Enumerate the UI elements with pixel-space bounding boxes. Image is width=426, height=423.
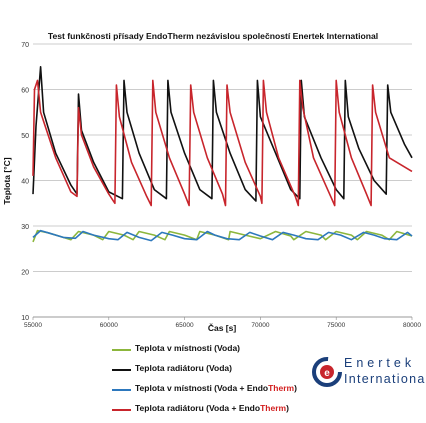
legend-label: Teplota radiátoru (Voda + EndoTherm) [135, 403, 289, 413]
x-tick-label: 75000 [327, 322, 345, 329]
gridlines [33, 43, 412, 318]
legend-item: Teplota v místnosti (Voda) [112, 343, 312, 359]
series-room-water [32, 229, 413, 243]
legend-swatch [112, 349, 131, 351]
y-tick-label: 70 [21, 42, 29, 49]
y-tick-label: 20 [21, 270, 29, 277]
y-tick-label: 30 [21, 224, 29, 231]
legend-swatch [112, 389, 131, 391]
chart-title: Test funkčnosti přísady EndoTherm nezávi… [48, 31, 378, 41]
y-tick-labels: 10 20 30 40 50 60 70 [21, 42, 29, 322]
logo-line-2: International [344, 372, 426, 386]
legend-item: Teplota radiátoru (Voda + EndoTherm) [112, 403, 312, 419]
enertek-logo-mark: e [312, 357, 342, 387]
enertek-logo: e Enertek International [312, 352, 426, 394]
y-tick-label: 10 [21, 315, 29, 322]
y-tick-label: 50 [21, 133, 29, 140]
legend-label: Teplota radiátoru (Voda) [135, 363, 232, 373]
legend-item: Teplota v místnosti (Voda + EndoTherm) [112, 383, 312, 399]
x-axis-label: Čas [s] [208, 322, 237, 333]
x-tick-label: 55000 [24, 322, 42, 329]
legend-swatch [112, 369, 131, 371]
x-tick-label: 60000 [100, 322, 118, 329]
legend: Teplota v místnosti (Voda) Teplota radiá… [112, 343, 312, 423]
x-tick-label: 80000 [403, 322, 421, 329]
series-room-endotherm [32, 229, 413, 242]
legend-swatch [112, 409, 131, 411]
y-tick-label: 40 [21, 179, 29, 186]
x-tick-label: 70000 [251, 322, 269, 329]
series-lines [32, 66, 413, 243]
y-tick-label: 60 [21, 88, 29, 95]
series-radiator-endotherm [32, 79, 413, 207]
series-radiator-water [32, 66, 413, 202]
x-tick-labels: 55000 60000 65000 70000 75000 80000 [24, 317, 421, 329]
legend-label: Teplota v místnosti (Voda + EndoTherm) [135, 383, 297, 393]
svg-text:e: e [324, 368, 330, 379]
x-tick-label: 65000 [176, 322, 194, 329]
chart: Test funkčnosti přísady EndoTherm nezávi… [2, 31, 421, 333]
y-axis-label: Teplota [°C] [2, 157, 12, 204]
logo-line-1: Enertek [344, 356, 416, 370]
legend-item: Teplota radiátoru (Voda) [112, 363, 312, 379]
legend-label: Teplota v místnosti (Voda) [135, 343, 241, 353]
